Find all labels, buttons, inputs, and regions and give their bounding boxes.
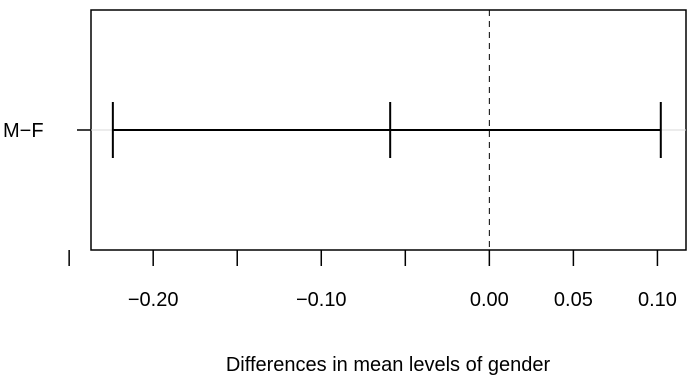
x-tick-label: −0.10 [296, 289, 347, 311]
x-tick-label: 0.10 [638, 289, 677, 311]
y-tick-label: M−F [3, 120, 44, 142]
x-tick-label: 0.05 [554, 289, 593, 311]
x-tick-label: 0.00 [470, 289, 509, 311]
x-tick-label: −0.20 [128, 289, 179, 311]
x-axis-title: Differences in mean levels of gender [226, 354, 551, 376]
chart-marks: −0.20 −0.10 0.00 0.05 0.10 M−F [3, 10, 686, 311]
